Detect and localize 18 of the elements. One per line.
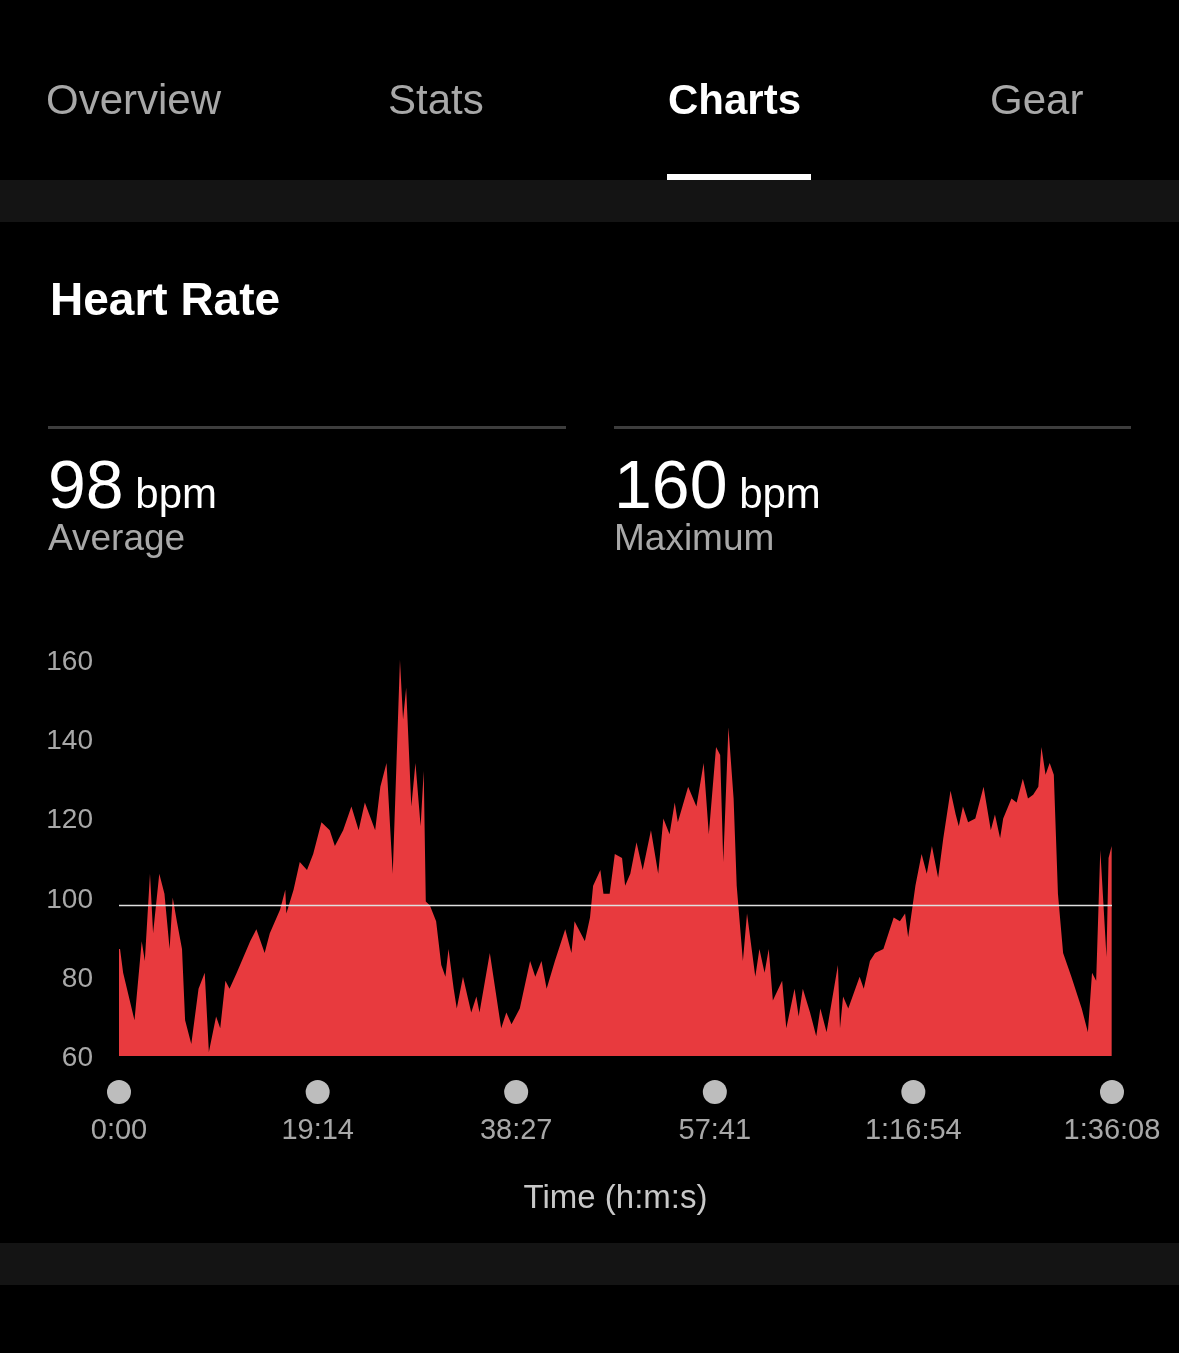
x-axis-title: Time (h:m:s) [523,1178,708,1215]
y-tick-label: 140 [46,724,93,756]
x-tick-label: 1:16:54 [864,1113,962,1145]
y-tick-label: 120 [46,803,93,835]
x-tick-label: 0:00 [90,1113,148,1145]
y-tick-label: 60 [61,1040,93,1072]
x-tick-label: 1:36:08 [1063,1113,1161,1145]
x-tick-label: 19:14 [281,1113,354,1145]
chart-title: Heart Rate [50,272,281,326]
y-tick-label: 160 [46,644,93,676]
x-tick-label: 57:41 [678,1113,752,1145]
text: Charts [668,76,802,124]
x-tick-label: 38:27 [479,1113,553,1145]
y-tick-label: 80 [61,961,93,993]
text: Gear [990,76,1084,124]
y-tick-label: 100 [46,882,93,914]
text: Overview [46,76,222,124]
text: Stats [388,76,484,124]
